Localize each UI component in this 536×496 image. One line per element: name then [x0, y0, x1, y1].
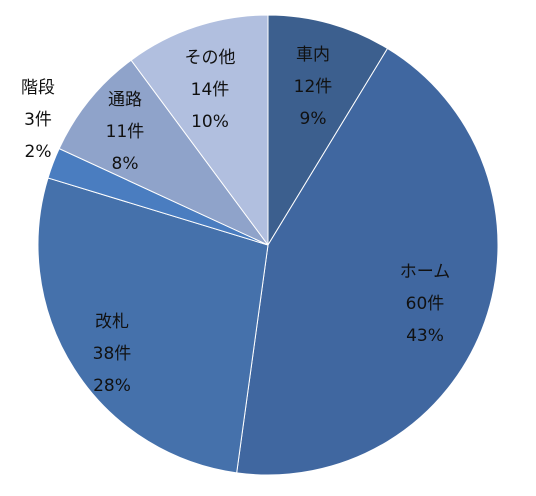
- pie-slice: [58, 59, 269, 246]
- category-label: 階段: [21, 78, 55, 98]
- category-label: 改札: [95, 312, 129, 332]
- percent-label: 10%: [191, 112, 229, 132]
- value-label: 38件: [93, 344, 132, 364]
- category-label: 通路: [108, 90, 142, 110]
- value-label: 3件: [24, 110, 52, 130]
- pie-slice: [37, 177, 269, 474]
- value-label: 12件: [294, 77, 333, 97]
- percent-label: 28%: [93, 376, 131, 396]
- pie-slice: [236, 47, 499, 476]
- value-label: 14件: [191, 80, 230, 100]
- category-label: その他: [185, 48, 236, 68]
- percent-label: 2%: [25, 142, 52, 162]
- value-label: 11件: [106, 122, 145, 142]
- category-label: ホーム: [400, 262, 451, 282]
- percent-label: 43%: [406, 326, 444, 346]
- pie-slice: [130, 14, 269, 247]
- percent-label: 8%: [112, 154, 139, 174]
- value-label: 60件: [406, 294, 445, 314]
- percent-label: 9%: [300, 109, 327, 129]
- category-label: 車内: [296, 45, 330, 65]
- pie-slice: [267, 14, 389, 247]
